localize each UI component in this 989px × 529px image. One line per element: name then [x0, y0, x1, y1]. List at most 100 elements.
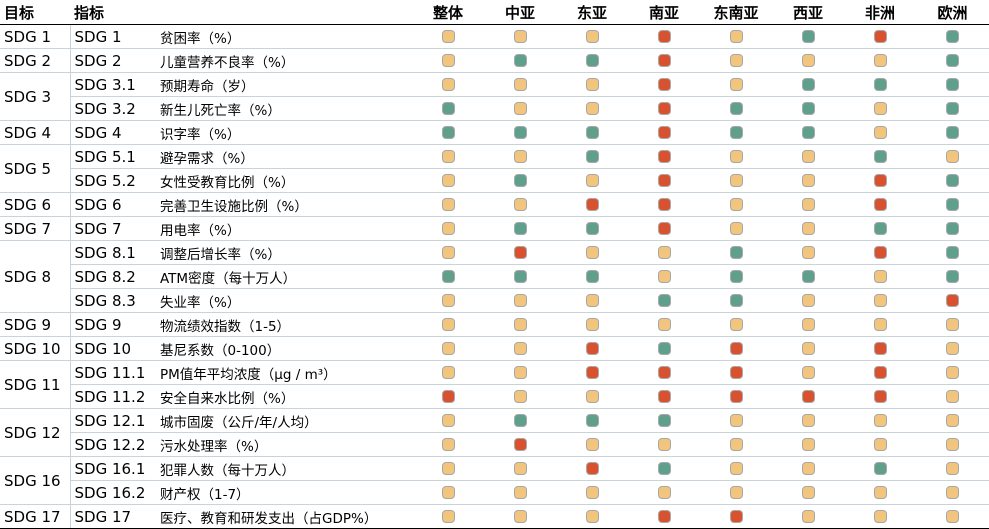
status-green-dot — [441, 126, 455, 139]
status-yellow-dot — [441, 150, 455, 163]
region-status-cell — [700, 144, 773, 169]
region-status-cell — [700, 384, 773, 409]
status-yellow-dot — [801, 222, 815, 235]
status-green-dot — [513, 414, 527, 427]
indicator-id-cell: SDG 12.1 — [70, 408, 160, 433]
status-green-dot — [801, 102, 815, 115]
region-status-cell — [844, 24, 917, 49]
status-yellow-dot — [513, 150, 527, 163]
indicator-id-cell: SDG 8.1 — [70, 240, 160, 265]
region-header: 中亚 — [484, 0, 557, 25]
table-row: SDG 4 SDG 4 识字率（%） — [0, 120, 989, 145]
indicator-description-cell: 调整后增长率（%） — [160, 240, 413, 265]
region-status-cell — [844, 216, 917, 241]
region-status-cell — [412, 264, 485, 289]
region-status-cell — [700, 312, 773, 337]
region-status-cell — [556, 192, 629, 217]
region-status-cell — [700, 432, 773, 457]
status-yellow-dot — [801, 366, 815, 379]
region-status-cell — [628, 24, 701, 49]
indicator-description-cell: 安全自来水比例（%） — [160, 384, 413, 409]
indicator-id-cell: SDG 6 — [70, 192, 160, 217]
status-green-dot — [729, 294, 743, 307]
status-yellow-dot — [946, 510, 960, 523]
table-row: SDG 12 SDG 12.1 城市固废（公斤/年/人均） — [0, 408, 989, 457]
status-red-dot — [657, 390, 671, 403]
goal-cell: SDG 3 — [0, 72, 71, 121]
status-yellow-dot — [441, 366, 455, 379]
status-green-dot — [946, 102, 960, 115]
status-yellow-dot — [873, 126, 887, 139]
region-status-cell — [700, 336, 773, 361]
region-status-cell — [556, 432, 629, 457]
region-status-cell — [556, 264, 629, 289]
status-red-dot — [946, 294, 960, 307]
region-status-cell — [700, 24, 773, 49]
status-yellow-dot — [873, 318, 887, 331]
indicator-id-cell: SDG 4 — [70, 120, 160, 145]
region-status-cell — [700, 264, 773, 289]
status-red-dot — [657, 126, 671, 139]
status-red-dot — [657, 150, 671, 163]
status-yellow-dot — [946, 438, 960, 451]
region-status-cell — [772, 48, 845, 73]
region-status-cell — [772, 480, 845, 505]
region-status-cell — [844, 120, 917, 145]
indicator-id-cell: SDG 16.1 — [70, 456, 160, 481]
status-yellow-dot — [946, 486, 960, 499]
table-body: SDG 1 SDG 1 贫困率（%） SDG 2 SDG 2 儿童营养不良率（%） SDG … — [0, 24, 989, 529]
goal-cell: SDG 1 — [0, 24, 71, 49]
status-red-dot — [513, 246, 527, 259]
region-status-cell — [772, 312, 845, 337]
region-status-cell — [412, 504, 485, 529]
region-status-cell — [844, 456, 917, 481]
status-yellow-dot — [801, 318, 815, 331]
region-status-cell — [916, 120, 989, 145]
status-yellow-dot — [585, 78, 599, 91]
region-status-cell — [628, 336, 701, 361]
status-green-dot — [585, 126, 599, 139]
region-status-cell — [916, 264, 989, 289]
status-yellow-dot — [513, 318, 527, 331]
region-status-cell — [844, 96, 917, 121]
region-status-cell — [916, 432, 989, 457]
status-green-dot — [946, 198, 960, 211]
status-green-dot — [873, 78, 887, 91]
status-yellow-dot — [657, 246, 671, 259]
region-status-cell — [844, 264, 917, 289]
region-status-cell — [844, 48, 917, 73]
status-yellow-dot — [657, 486, 671, 499]
status-red-dot — [657, 30, 671, 43]
region-status-cell — [772, 336, 845, 361]
status-green-dot — [441, 102, 455, 115]
status-yellow-dot — [441, 54, 455, 67]
region-status-cell — [628, 480, 701, 505]
status-red-dot — [873, 174, 887, 187]
region-status-cell — [916, 336, 989, 361]
status-yellow-dot — [513, 510, 527, 523]
status-red-dot — [873, 366, 887, 379]
region-status-cell — [772, 288, 845, 313]
region-status-cell — [844, 480, 917, 505]
indicator-description-cell: 基尼系数（0-100） — [160, 336, 413, 361]
indicator-description-cell: 儿童营养不良率（%） — [160, 48, 413, 73]
region-status-cell — [916, 360, 989, 385]
region-status-cell — [412, 96, 485, 121]
region-status-cell — [700, 480, 773, 505]
status-red-dot — [729, 390, 743, 403]
region-status-cell — [916, 240, 989, 265]
status-green-dot — [657, 462, 671, 475]
indicator-id-cell: SDG 8.3 — [70, 288, 160, 313]
status-yellow-dot — [729, 486, 743, 499]
status-green-dot — [946, 222, 960, 235]
region-status-cell — [628, 192, 701, 217]
indicator-id-cell: SDG 5.2 — [70, 168, 160, 193]
table-row: SDG 8.2 ATM密度（每十万人） — [0, 264, 989, 289]
region-status-cell — [628, 408, 701, 433]
status-yellow-dot — [513, 462, 527, 475]
status-green-dot — [946, 78, 960, 91]
status-yellow-dot — [729, 78, 743, 91]
goal-cell: SDG 8 — [0, 240, 71, 313]
region-status-cell — [556, 456, 629, 481]
region-status-cell — [772, 408, 845, 433]
